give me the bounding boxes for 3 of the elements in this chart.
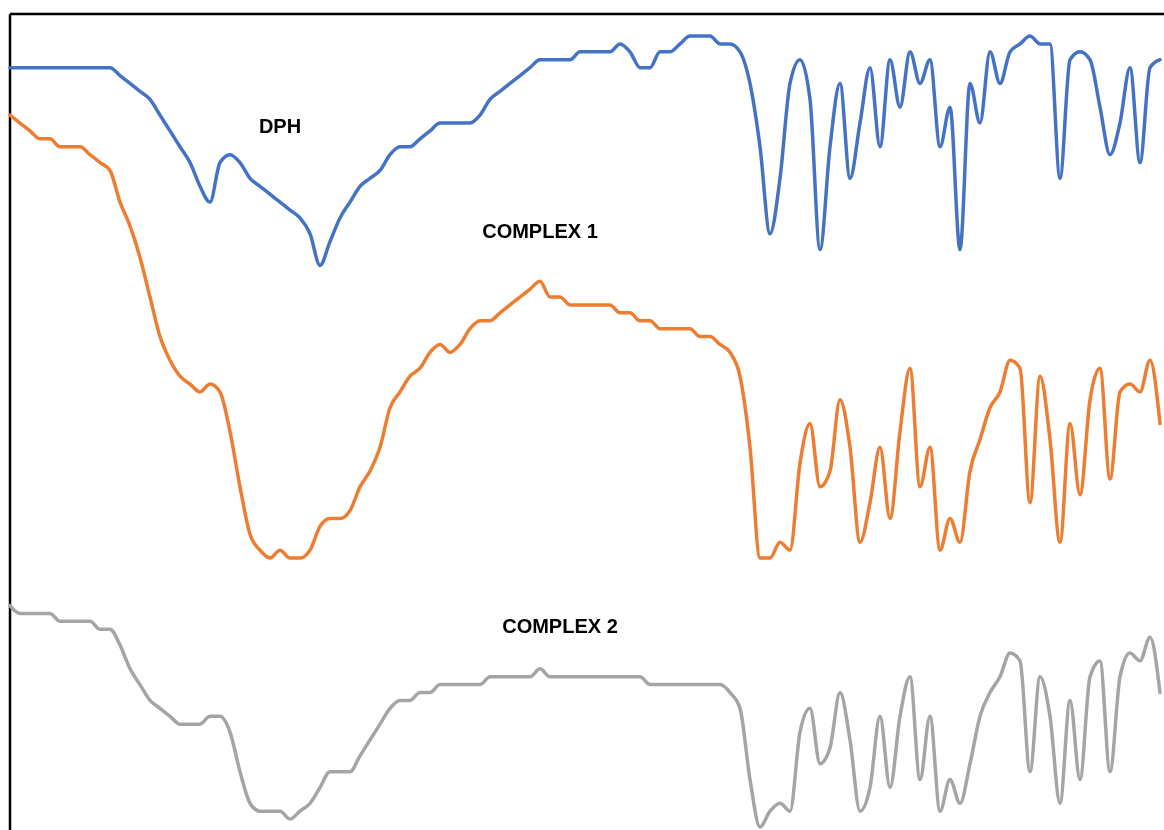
text: COMPLEX 1 bbox=[482, 220, 598, 242]
series-label: DPH bbox=[258, 115, 302, 137]
series-label: COMPLEX 2 bbox=[502, 615, 618, 637]
